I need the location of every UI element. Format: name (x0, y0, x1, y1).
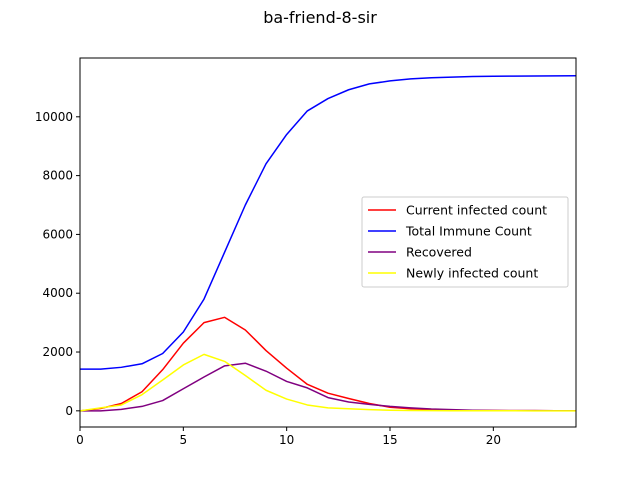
y-tick-label-4: 8000 (42, 169, 73, 183)
x-tick-label-4: 20 (486, 433, 501, 447)
y-tick-label-5: 10000 (35, 110, 73, 124)
series-line-3 (80, 353, 576, 412)
x-tick-label-2: 10 (279, 433, 294, 447)
series-lines (80, 75, 576, 412)
plot-frame (79, 57, 577, 428)
chart-title: ba-friend-8-sir (263, 8, 377, 27)
legend: Current infected count Total Immune Count… (361, 196, 569, 288)
legend-label-1: Total Immune Count (405, 224, 532, 239)
y-tick-label-3: 6000 (42, 227, 73, 241)
x-tick-label-1: 5 (180, 433, 188, 447)
axes: 0 5 10 15 20 0 2000 4000 6000 8000 10000 (35, 57, 577, 447)
legend-box (361, 196, 569, 288)
legend-label-2: Recovered (406, 245, 472, 260)
x-tick-label-0: 0 (76, 433, 84, 447)
legend-label-0: Current infected count (406, 203, 547, 218)
y-tick-label-1: 2000 (42, 345, 73, 359)
y-tick-label-0: 0 (65, 404, 73, 418)
legend-label-3: Newly infected count (406, 266, 538, 281)
x-tick-label-3: 15 (382, 433, 397, 447)
y-tick-label-2: 4000 (42, 286, 73, 300)
series-line-1 (80, 75, 576, 370)
